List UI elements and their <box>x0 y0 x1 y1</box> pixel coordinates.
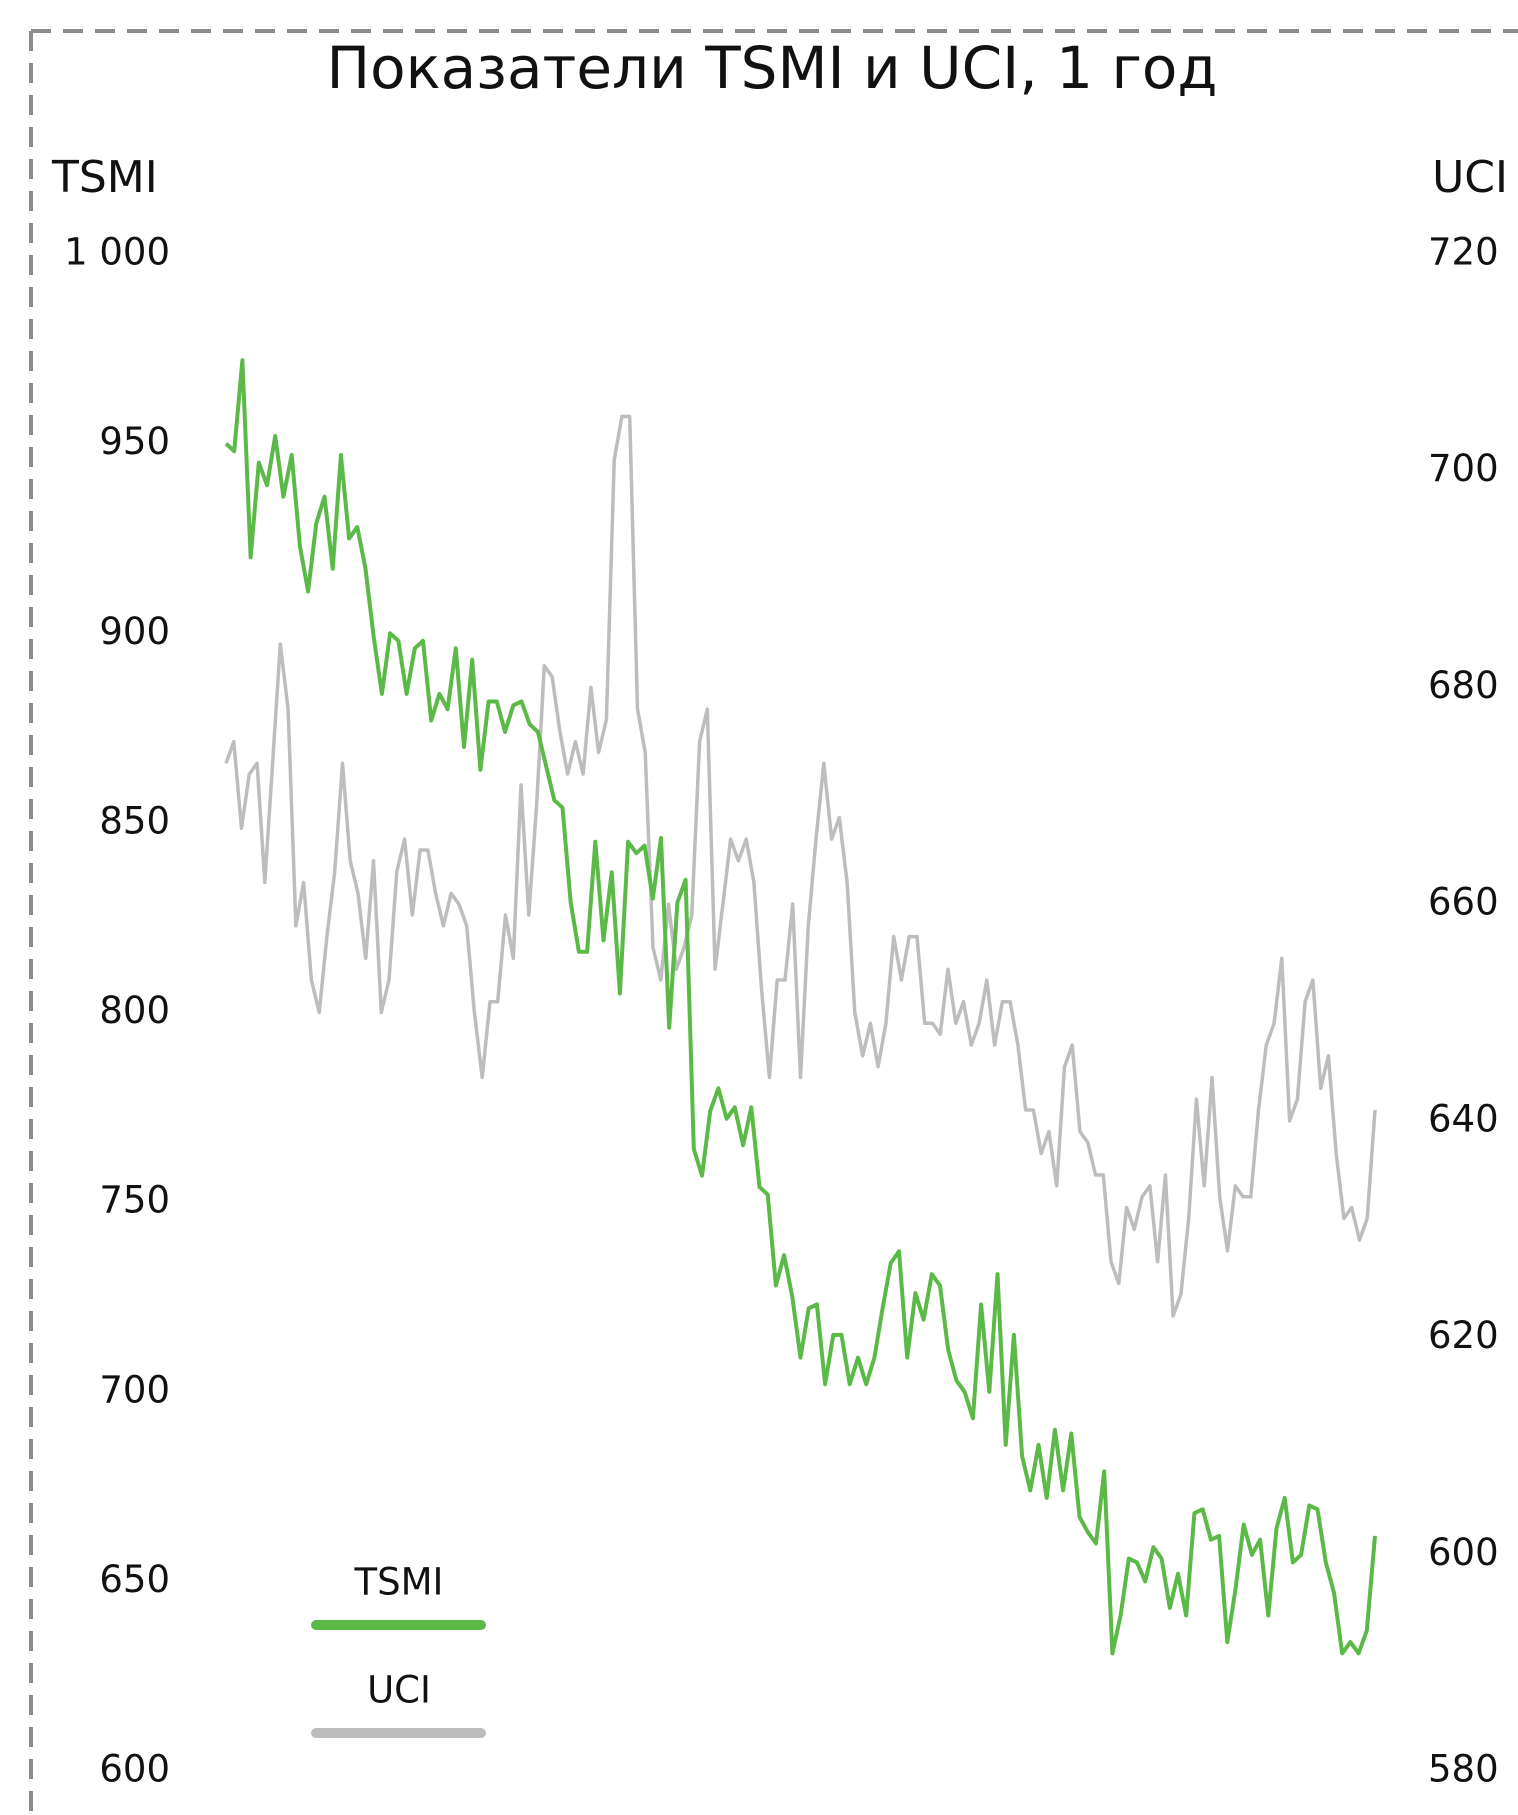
legend-label: UCI <box>367 1669 431 1712</box>
y2-tick-label: 600 <box>1428 1531 1499 1574</box>
y-tick-label: 950 <box>99 420 170 463</box>
y-tick-label: 850 <box>99 799 170 842</box>
y-tick-label: 600 <box>99 1748 170 1791</box>
y2-tick-label: 680 <box>1428 664 1499 707</box>
y2-axis-title: UCI <box>1432 152 1508 203</box>
y2-tick-label: 620 <box>1428 1314 1499 1357</box>
line-series <box>224 358 1377 1656</box>
y2-tick-label: 580 <box>1428 1748 1499 1791</box>
y2-tick-label: 720 <box>1428 231 1499 274</box>
y-axis-title: TSMI <box>51 152 158 203</box>
line-series <box>224 414 1377 1318</box>
y2-tick-label: 660 <box>1428 881 1499 924</box>
legend-label: TSMI <box>354 1561 444 1604</box>
y2-tick-label: 640 <box>1428 1097 1499 1140</box>
y-tick-label: 900 <box>99 610 170 653</box>
y-tick-label: 700 <box>99 1368 170 1411</box>
y-tick-label: 650 <box>99 1558 170 1601</box>
y-tick-label: 750 <box>99 1179 170 1222</box>
y-tick-label: 800 <box>99 989 170 1032</box>
chart-title: Показатели TSMI и UCI, 1 год <box>326 34 1217 102</box>
y-tick-label: 1 000 <box>64 231 170 274</box>
y2-tick-label: 700 <box>1428 447 1499 490</box>
